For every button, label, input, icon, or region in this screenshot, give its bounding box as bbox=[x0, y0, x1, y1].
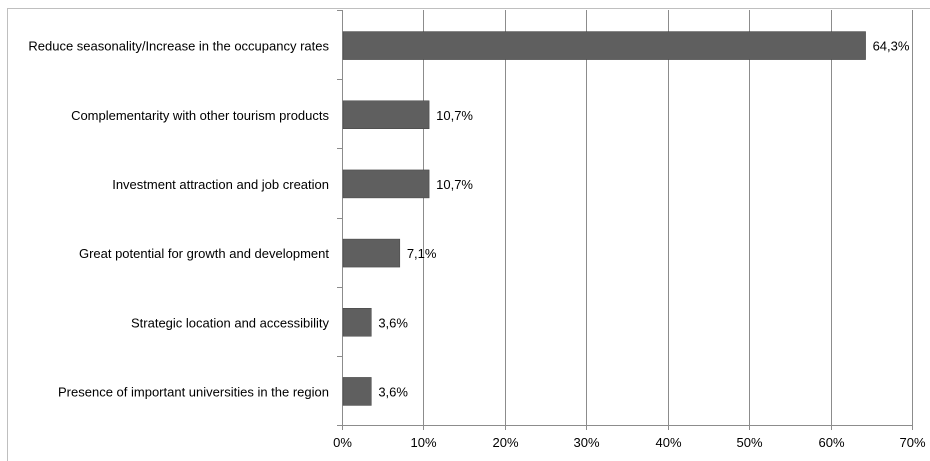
x-tick-label: 40% bbox=[655, 435, 681, 450]
x-tick-label: 60% bbox=[818, 435, 844, 450]
bar bbox=[342, 377, 372, 406]
x-tick-label: 10% bbox=[410, 435, 436, 450]
x-tick-label: 30% bbox=[573, 435, 599, 450]
bar bbox=[342, 169, 430, 199]
bar bbox=[342, 31, 866, 60]
bar bbox=[342, 308, 372, 337]
bars bbox=[342, 31, 866, 406]
x-tick-label: 70% bbox=[899, 435, 925, 450]
category-label: Presence of important universities in th… bbox=[58, 384, 329, 399]
data-label: 64,3% bbox=[873, 39, 910, 54]
category-label: Strategic location and accessibility bbox=[131, 315, 329, 330]
bar bbox=[342, 100, 430, 129]
x-tick-label: 0% bbox=[333, 435, 352, 450]
chart-border bbox=[7, 8, 930, 461]
category-label: Reduce seasonality/Increase in the occup… bbox=[28, 39, 329, 54]
category-label: Great potential for growth and developme… bbox=[79, 246, 329, 261]
x-tick-label: 20% bbox=[492, 435, 518, 450]
category-label: Investment attraction and job creation bbox=[112, 177, 329, 192]
data-label: 10,7% bbox=[436, 177, 473, 192]
bar bbox=[342, 238, 401, 268]
data-label: 7,1% bbox=[407, 246, 437, 261]
data-label: 10,7% bbox=[436, 108, 473, 123]
data-label: 3,6% bbox=[378, 384, 408, 399]
category-label: Complementarity with other tourism produ… bbox=[71, 108, 329, 123]
gridlines bbox=[423, 10, 913, 425]
axes bbox=[337, 10, 913, 430]
x-tick-label: 50% bbox=[736, 435, 762, 450]
labels: 0% 10% 20% 30% 40% 50% 60% 70% Reduce seasonalit… bbox=[28, 39, 926, 450]
data-label: 3,6% bbox=[378, 315, 408, 330]
